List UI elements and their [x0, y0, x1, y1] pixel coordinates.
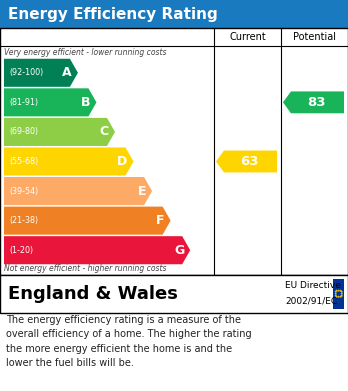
Text: ★: ★	[337, 295, 340, 299]
Bar	[333, 279, 344, 309]
Bar	[0, 275, 348, 313]
Text: C: C	[100, 126, 109, 138]
Text: (69-80): (69-80)	[9, 127, 38, 136]
Text: ★: ★	[338, 289, 342, 293]
Text: (81-91): (81-91)	[9, 98, 38, 107]
Text: Very energy efficient - lower running costs: Very energy efficient - lower running co…	[4, 48, 166, 57]
Polygon shape	[4, 88, 96, 117]
Text: Potential: Potential	[293, 32, 336, 42]
Polygon shape	[4, 59, 78, 87]
Text: ★: ★	[335, 289, 339, 293]
Polygon shape	[216, 151, 277, 172]
Text: (21-38): (21-38)	[9, 216, 38, 225]
Text: (1-20): (1-20)	[9, 246, 33, 255]
Text: A: A	[62, 66, 72, 79]
Text: ★: ★	[337, 289, 340, 293]
Text: ★: ★	[334, 291, 338, 294]
Polygon shape	[4, 206, 171, 235]
Polygon shape	[4, 147, 134, 176]
Text: 63: 63	[240, 155, 259, 168]
Text: Not energy efficient - higher running costs: Not energy efficient - higher running co…	[4, 264, 166, 273]
Text: F: F	[156, 214, 165, 227]
Text: ★: ★	[340, 291, 343, 294]
Bar	[0, 28, 348, 275]
Text: EU Directive: EU Directive	[285, 281, 341, 290]
Text: B: B	[81, 96, 90, 109]
Text: The energy efficiency rating is a measure of the
overall efficiency of a home. T: The energy efficiency rating is a measur…	[6, 315, 252, 368]
Text: 83: 83	[307, 96, 326, 109]
Polygon shape	[4, 177, 152, 205]
Polygon shape	[4, 236, 190, 264]
Text: England & Wales: England & Wales	[8, 285, 178, 303]
Bar	[0, 0, 348, 28]
Polygon shape	[4, 118, 115, 146]
Text: (92-100): (92-100)	[9, 68, 43, 77]
Text: E: E	[137, 185, 146, 197]
Text: ★: ★	[335, 295, 339, 299]
Text: (55-68): (55-68)	[9, 157, 38, 166]
Text: ★: ★	[334, 294, 338, 298]
Text: (39-54): (39-54)	[9, 187, 38, 196]
Text: G: G	[174, 244, 184, 257]
Text: ★: ★	[340, 294, 343, 298]
Text: Energy Efficiency Rating: Energy Efficiency Rating	[8, 7, 218, 22]
Text: ★: ★	[340, 292, 343, 296]
Text: ★: ★	[338, 295, 342, 299]
Text: 2002/91/EC: 2002/91/EC	[285, 296, 337, 305]
Text: Current: Current	[229, 32, 266, 42]
Polygon shape	[283, 91, 344, 113]
Text: ★: ★	[333, 292, 337, 296]
Text: D: D	[117, 155, 127, 168]
